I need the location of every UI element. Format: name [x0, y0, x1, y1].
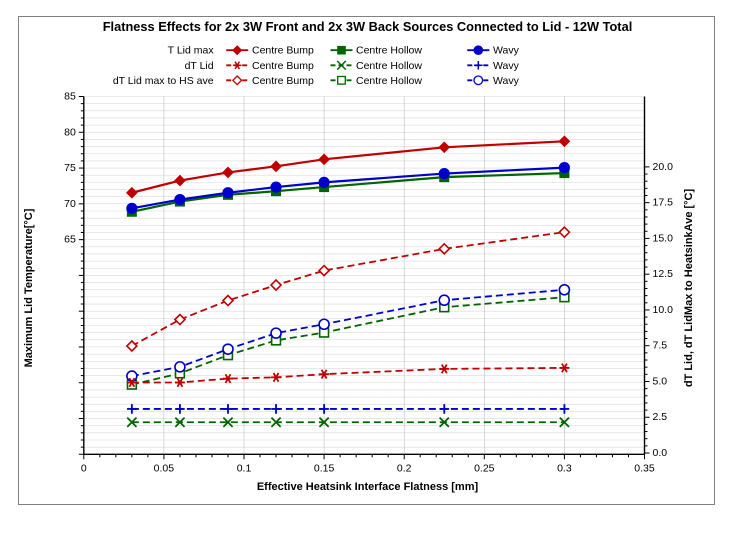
svg-text:0.2: 0.2 — [397, 462, 412, 474]
svg-text:0.0: 0.0 — [653, 447, 668, 459]
svg-text:Centre Hollow: Centre Hollow — [356, 60, 422, 72]
svg-text:65: 65 — [64, 234, 76, 246]
svg-text:Wavy: Wavy — [493, 45, 520, 57]
svg-text:0.15: 0.15 — [314, 462, 335, 474]
svg-text:17.5: 17.5 — [653, 197, 674, 209]
svg-text:75: 75 — [64, 162, 76, 174]
svg-text:Wavy: Wavy — [493, 60, 520, 72]
svg-text:0.3: 0.3 — [557, 462, 572, 474]
svg-text:dT Lid: dT Lid — [185, 60, 214, 72]
svg-text:0.05: 0.05 — [154, 462, 175, 474]
svg-text:0.35: 0.35 — [634, 462, 655, 474]
svg-text:Centre Hollow: Centre Hollow — [356, 45, 422, 57]
svg-text:70: 70 — [64, 198, 76, 210]
svg-text:5.0: 5.0 — [653, 375, 668, 387]
svg-text:0.1: 0.1 — [237, 462, 252, 474]
svg-text:T Lid max: T Lid max — [168, 45, 215, 57]
svg-text:dT Lid max to HS ave: dT Lid max to HS ave — [113, 75, 214, 87]
svg-text:7.5: 7.5 — [653, 340, 668, 352]
svg-text:Centre Bump: Centre Bump — [252, 45, 314, 57]
svg-text:85: 85 — [64, 91, 76, 103]
svg-text:20.0: 20.0 — [653, 161, 674, 173]
svg-text:0: 0 — [81, 462, 87, 474]
svg-text:Centre Bump: Centre Bump — [252, 60, 314, 72]
svg-text:0.25: 0.25 — [474, 462, 495, 474]
svg-text:15.0: 15.0 — [653, 232, 674, 244]
svg-text:12.5: 12.5 — [653, 268, 674, 280]
svg-text:Centre Bump: Centre Bump — [252, 75, 314, 87]
svg-text:Centre Hollow: Centre Hollow — [356, 75, 422, 87]
svg-text:Wavy: Wavy — [493, 75, 520, 87]
svg-text:10.0: 10.0 — [653, 304, 674, 316]
svg-text:2.5: 2.5 — [653, 411, 668, 423]
svg-text:80: 80 — [64, 126, 76, 138]
